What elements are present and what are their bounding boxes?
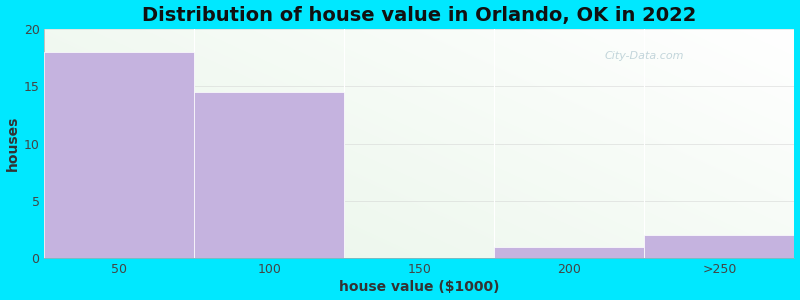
Bar (645, 236, 794, 258)
Title: Distribution of house value in Orlando, OK in 2022: Distribution of house value in Orlando, … (142, 6, 697, 25)
Y-axis label: houses: houses (6, 116, 19, 171)
Bar (194, 92, 345, 258)
Bar (45, 52, 194, 258)
Text: City-Data.com: City-Data.com (605, 51, 684, 62)
X-axis label: house value ($1000): house value ($1000) (339, 280, 500, 294)
Bar (494, 247, 645, 258)
